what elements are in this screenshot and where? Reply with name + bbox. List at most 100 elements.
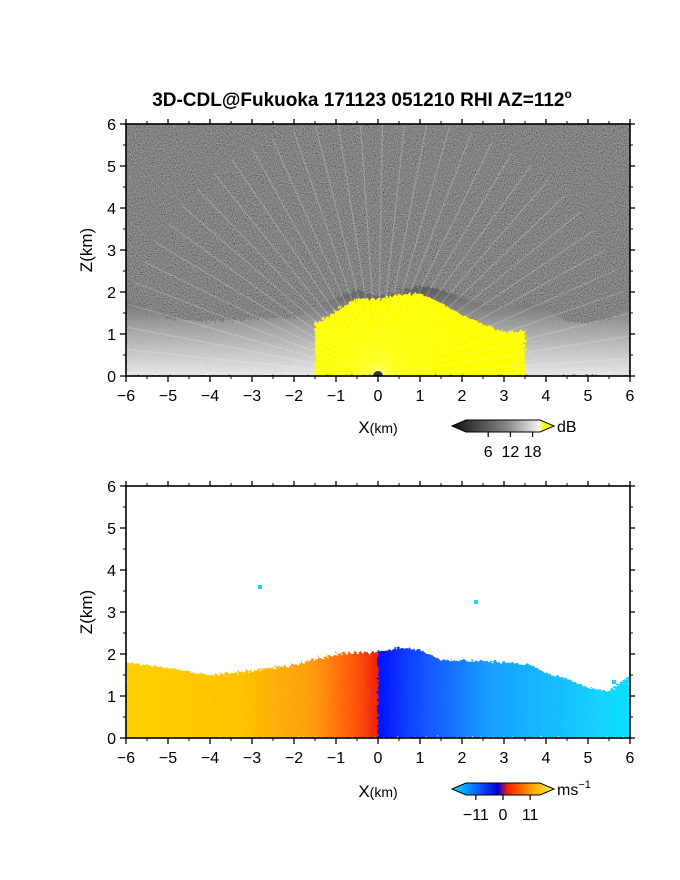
- beam-ray: [292, 129, 379, 376]
- x-tick-label: 0: [374, 750, 383, 767]
- beam-ray: [377, 124, 406, 376]
- x-tick-label: −1: [327, 388, 345, 405]
- x-tick-label: 4: [542, 388, 551, 405]
- beam-ray: [377, 124, 384, 376]
- beam-ray: [377, 211, 581, 376]
- reflectivity-colorbar-unit: dB: [557, 419, 577, 436]
- beam-ray: [127, 303, 379, 376]
- beam-ray: [377, 179, 550, 376]
- velocity-colorbar: ms−1 −11 0 11: [450, 779, 591, 824]
- beam-ray: [181, 204, 379, 376]
- y-tick-label: 5: [107, 521, 116, 538]
- beam-ray: [196, 188, 379, 376]
- x-tick-label: 5: [584, 750, 593, 767]
- x-tick-label: 2: [458, 750, 467, 767]
- y-tick-label: 6: [107, 117, 116, 134]
- y-tick-label: 5: [107, 159, 116, 176]
- x-tick-label: −5: [159, 388, 177, 405]
- x-tick-label: 5: [584, 388, 593, 405]
- velocity-receding: [126, 651, 378, 738]
- x-tick-label: −1: [327, 750, 345, 767]
- beam-ray: [213, 173, 379, 376]
- y-tick-label: 3: [107, 243, 116, 260]
- colorbar-tick-label: 12: [502, 444, 520, 461]
- x-tick-label: 1: [416, 388, 425, 405]
- beam-ray: [377, 124, 428, 376]
- beam-ray: [377, 165, 532, 376]
- x-tick-label: −6: [117, 750, 135, 767]
- velocity-ticks: −6 −5 −4 −3 −2 −1 0 1 2 3 4 5 6 0 1 2 3 4 5 6: [107, 479, 635, 767]
- velocity-speckle: [612, 680, 616, 684]
- colorbar-tick-label: 18: [524, 444, 542, 461]
- velocity-colorbar-bar: [450, 782, 556, 796]
- x-tick-label: −4: [201, 750, 219, 767]
- beam-ray: [167, 222, 379, 376]
- beam-ray: [126, 348, 379, 376]
- reflectivity-xlabel: X(km): [358, 418, 397, 437]
- velocity-speckle: [258, 585, 262, 589]
- colorbar-tick-label: −11: [463, 807, 489, 824]
- beam-ray: [377, 335, 630, 376]
- y-tick-label: 6: [107, 479, 116, 496]
- beam-ray: [144, 261, 379, 376]
- reflectivity-rays: [126, 124, 630, 376]
- colorbar-tick-label: 6: [484, 444, 493, 461]
- beam-ray: [314, 124, 379, 376]
- beam-ray: [251, 148, 379, 376]
- velocity-speckle: [622, 705, 626, 709]
- beam-ray: [154, 241, 379, 376]
- beam-ray: [126, 326, 379, 376]
- x-tick-label: 1: [416, 750, 425, 767]
- beam-ray: [377, 194, 566, 376]
- y-tick-label: 2: [107, 647, 116, 664]
- x-tick-label: −2: [285, 388, 303, 405]
- beam-ray: [377, 152, 513, 376]
- x-tick-label: 3: [500, 750, 509, 767]
- y-tick-label: 3: [107, 605, 116, 622]
- y-tick-label: 4: [107, 563, 116, 580]
- beam-ray: [271, 138, 379, 376]
- y-tick-label: 0: [107, 731, 116, 748]
- x-tick-label: 6: [626, 750, 635, 767]
- x-tick-label: 3: [500, 388, 509, 405]
- beam-ray: [377, 290, 625, 376]
- reflectivity-saturated-core: [315, 293, 525, 376]
- colorbar-tick-label: 11: [522, 807, 539, 824]
- velocity-colorbar-unit: ms−1: [557, 779, 591, 799]
- reflectivity-ylabel: Z(km): [77, 228, 96, 272]
- y-tick-label: 0: [107, 369, 116, 386]
- x-tick-label: −2: [285, 750, 303, 767]
- x-tick-label: −3: [243, 388, 261, 405]
- y-tick-label: 4: [107, 201, 116, 218]
- reflectivity-colorbar: dB 6 12 18: [450, 419, 577, 461]
- reflectivity-panel: −6 −5 −4 −3 −2 −1 0 1 2 3 4 5 6 0 1 2 3 4 5 6 X(km) Z(km): [77, 117, 635, 437]
- beam-ray: [377, 312, 630, 376]
- x-tick-label: −5: [159, 750, 177, 767]
- y-tick-label: 1: [107, 689, 116, 706]
- beam-ray: [377, 142, 493, 376]
- x-tick-label: −4: [201, 388, 219, 405]
- velocity-approaching: [378, 647, 630, 738]
- beam-ray: [232, 160, 379, 376]
- velocity-speckle: [474, 600, 478, 604]
- beam-ray: [377, 230, 594, 376]
- x-tick-label: 2: [458, 388, 467, 405]
- chart-title: 3D-CDL@Fukuoka 171123 051210 RHI AZ=112o: [152, 87, 572, 111]
- colorbar-tick-label: 0: [499, 807, 508, 824]
- beam-ray: [377, 249, 606, 376]
- reflectivity-ticks: −6 −5 −4 −3 −2 −1 0 1 2 3 4 5 6 0 1 2 3 4 5 6: [107, 117, 635, 405]
- x-tick-label: −6: [117, 388, 135, 405]
- x-tick-label: 6: [626, 388, 635, 405]
- y-tick-label: 2: [107, 285, 116, 302]
- radar-site: [373, 371, 383, 376]
- y-tick-label: 1: [107, 327, 116, 344]
- beam-ray: [377, 125, 451, 376]
- reflectivity-colorbar-bar: [450, 419, 556, 433]
- beam-ray: [337, 124, 379, 376]
- velocity-ylabel: Z(km): [77, 590, 96, 634]
- velocity-panel: −6 −5 −4 −3 −2 −1 0 1 2 3 4 5 6 0 1 2 3 4 5 6 X(km) Z(km): [77, 479, 635, 801]
- beam-ray: [377, 357, 630, 376]
- velocity-xlabel: X(km): [358, 782, 397, 801]
- x-tick-label: −3: [243, 750, 261, 767]
